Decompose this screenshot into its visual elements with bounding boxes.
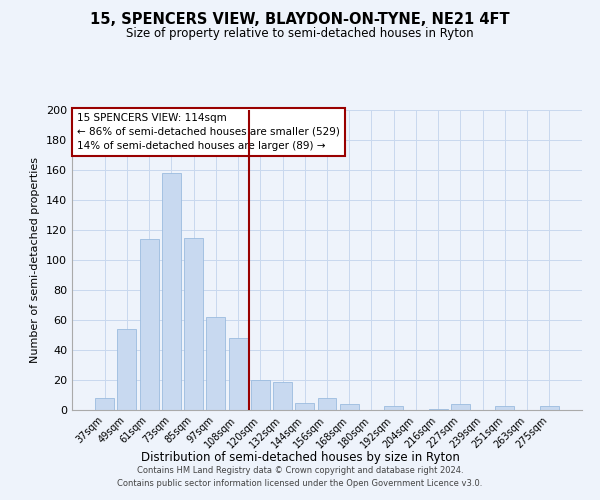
Bar <box>251 380 270 410</box>
Bar <box>229 338 248 410</box>
Text: Distribution of semi-detached houses by size in Ryton: Distribution of semi-detached houses by … <box>140 451 460 464</box>
Bar <box>95 398 114 410</box>
Bar <box>429 408 448 410</box>
Text: Contains HM Land Registry data © Crown copyright and database right 2024.
Contai: Contains HM Land Registry data © Crown c… <box>118 466 482 487</box>
Bar <box>340 404 359 410</box>
Bar <box>140 239 158 410</box>
Text: 15, SPENCERS VIEW, BLAYDON-ON-TYNE, NE21 4FT: 15, SPENCERS VIEW, BLAYDON-ON-TYNE, NE21… <box>90 12 510 28</box>
Bar <box>295 402 314 410</box>
Bar <box>540 406 559 410</box>
Bar <box>317 398 337 410</box>
Bar <box>496 406 514 410</box>
Bar <box>162 173 181 410</box>
Bar <box>273 382 292 410</box>
Text: Size of property relative to semi-detached houses in Ryton: Size of property relative to semi-detach… <box>126 28 474 40</box>
Bar <box>206 317 225 410</box>
Bar <box>384 406 403 410</box>
Bar <box>451 404 470 410</box>
Y-axis label: Number of semi-detached properties: Number of semi-detached properties <box>31 157 40 363</box>
Bar <box>184 238 203 410</box>
Text: 15 SPENCERS VIEW: 114sqm
← 86% of semi-detached houses are smaller (529)
14% of : 15 SPENCERS VIEW: 114sqm ← 86% of semi-d… <box>77 113 340 151</box>
Bar <box>118 329 136 410</box>
